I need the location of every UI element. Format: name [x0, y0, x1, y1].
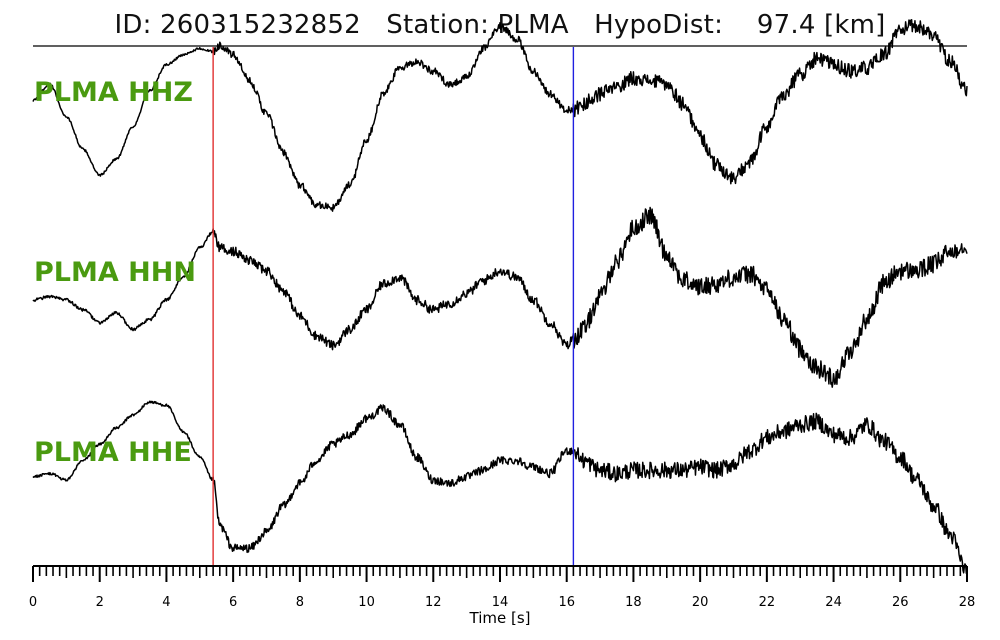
x-tick-label: 22 — [759, 595, 776, 610]
x-tick-label: 16 — [558, 595, 575, 610]
x-tick-label: 4 — [162, 595, 170, 610]
trace-label-3: PLMA HHE — [34, 437, 192, 468]
x-tick-label: 10 — [358, 595, 375, 610]
x-tick-label: 20 — [692, 595, 709, 610]
x-tick-label: 28 — [959, 595, 976, 610]
trace-2 — [32, 206, 968, 388]
x-tick-label: 24 — [825, 595, 842, 610]
trace-3 — [32, 400, 968, 575]
chart-title: ID: 260315232852 Station: PLMA HypoDist:… — [114, 10, 886, 40]
trace-group — [32, 19, 968, 575]
pick-lines — [212, 47, 575, 566]
x-tick-label: 8 — [296, 595, 304, 610]
x-axis-label: Time [s] — [469, 609, 531, 627]
x-tick-label: 0 — [29, 595, 37, 610]
trace-labels: PLMA HHZ PLMA HHN PLMA HHE — [34, 77, 196, 468]
x-tick-label: 14 — [492, 595, 509, 610]
x-tick-label: 26 — [892, 595, 909, 610]
x-tick-label: 6 — [229, 595, 237, 610]
trace-label-1: PLMA HHZ — [34, 77, 193, 108]
x-tick-label: 18 — [625, 595, 642, 610]
x-tick-label: 2 — [96, 595, 104, 610]
trace-label-2: PLMA HHN — [34, 257, 196, 288]
trace-1 — [32, 19, 968, 212]
x-tick-label: 12 — [425, 595, 442, 610]
